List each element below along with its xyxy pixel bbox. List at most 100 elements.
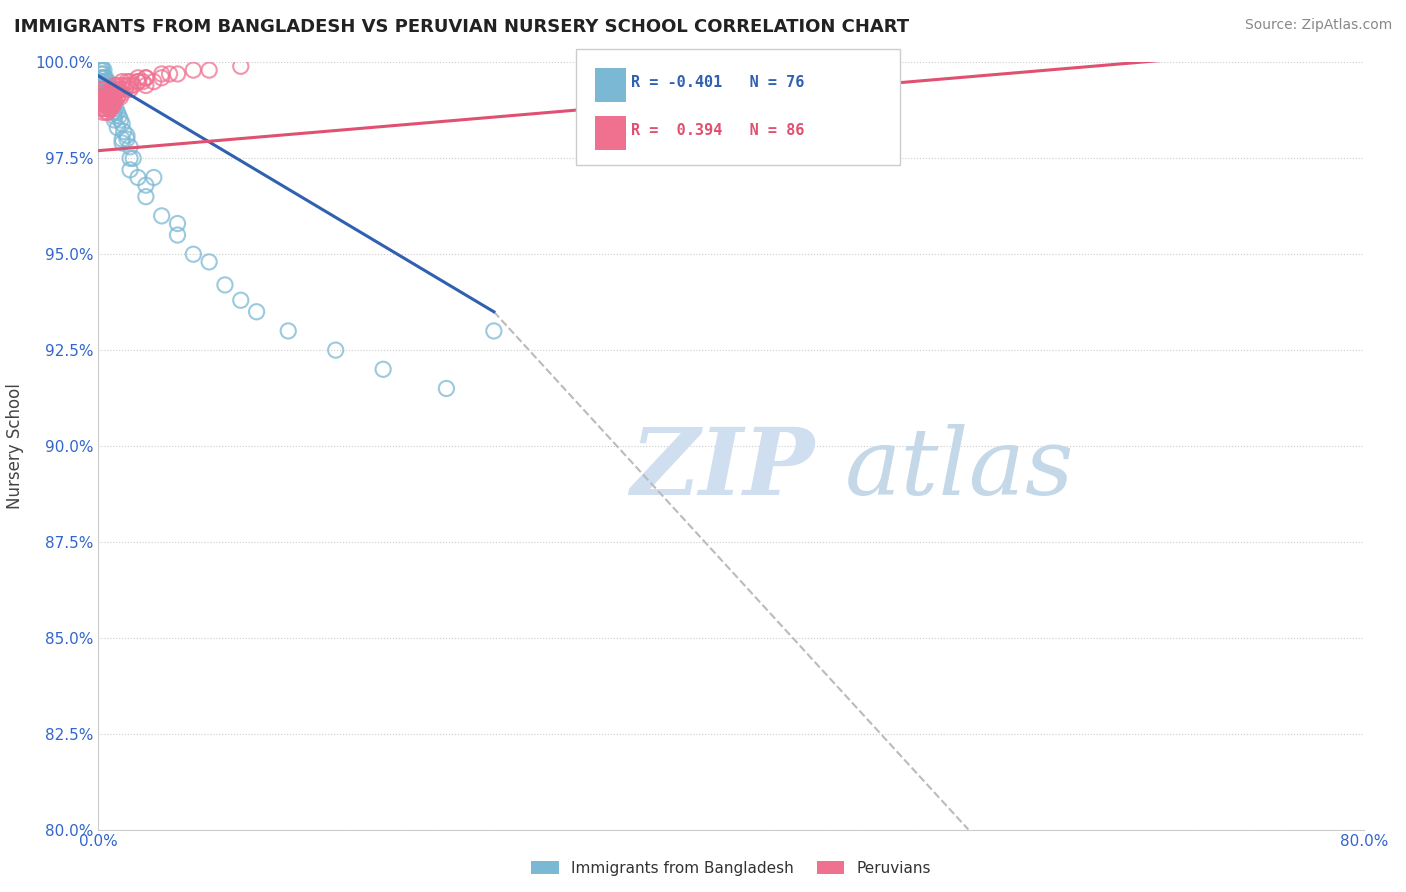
Text: Source: ZipAtlas.com: Source: ZipAtlas.com [1244, 18, 1392, 32]
Point [96, 90, 118, 104]
Point [96, 82, 118, 96]
Point [93, 74, 117, 88]
Point [96, 86, 118, 100]
Point [799, 55, 821, 70]
Point [110, 90, 132, 104]
Point [98, 90, 121, 104]
Point [97, 105, 120, 120]
Point [150, 67, 173, 81]
Point [135, 70, 157, 85]
Point [107, 78, 129, 93]
Point [142, 74, 165, 88]
Point [93, 78, 117, 93]
Text: IMMIGRANTS FROM BANGLADESH VS PERUVIAN NURSERY SCHOOL CORRELATION CHART: IMMIGRANTS FROM BANGLADESH VS PERUVIAN N… [14, 18, 910, 36]
Point [103, 94, 125, 108]
Point [90, 70, 112, 85]
Point [98, 78, 121, 93]
Point [101, 90, 124, 104]
Point [93, 97, 117, 112]
Y-axis label: Nursery School: Nursery School [7, 383, 24, 509]
Point [97, 90, 120, 104]
Point [159, 67, 181, 81]
Legend: Immigrants from Bangladesh, Peruvians: Immigrants from Bangladesh, Peruvians [531, 861, 931, 876]
Point [93, 82, 117, 96]
Point [97, 102, 120, 116]
Point [107, 90, 129, 104]
Point [98, 97, 121, 112]
Point [246, 304, 269, 318]
Point [93, 94, 117, 108]
Point [97, 90, 120, 104]
Point [101, 94, 124, 108]
Point [91, 67, 114, 81]
Point [150, 70, 173, 85]
Point [103, 109, 125, 123]
Point [89, 63, 111, 78]
Point [104, 86, 127, 100]
Point [91, 102, 114, 116]
Point [325, 343, 347, 357]
Point [107, 90, 129, 104]
Point [122, 78, 145, 93]
Point [103, 86, 125, 100]
Point [98, 94, 121, 108]
Point [111, 136, 134, 150]
Point [436, 381, 458, 395]
Point [94, 94, 117, 108]
Point [166, 217, 188, 231]
Point [96, 90, 118, 104]
Point [183, 63, 205, 78]
Point [93, 94, 117, 108]
Point [96, 78, 118, 93]
Point [91, 86, 114, 100]
Point [91, 78, 114, 93]
Point [97, 74, 120, 88]
Point [110, 112, 132, 127]
Point [96, 74, 118, 88]
Text: atlas: atlas [845, 424, 1074, 514]
Point [98, 86, 121, 100]
Point [111, 78, 134, 93]
Point [101, 105, 124, 120]
Point [108, 109, 131, 123]
Point [135, 70, 157, 85]
Point [97, 102, 120, 116]
Point [115, 128, 138, 143]
Point [98, 90, 121, 104]
Point [100, 82, 122, 96]
Point [112, 124, 135, 138]
Point [91, 63, 114, 78]
Point [115, 132, 138, 146]
Point [103, 112, 125, 127]
Point [107, 120, 129, 135]
Point [91, 97, 114, 112]
Point [91, 105, 114, 120]
Point [98, 86, 121, 100]
Point [103, 94, 125, 108]
Point [103, 97, 125, 112]
Point [107, 105, 129, 120]
Point [97, 94, 120, 108]
Point [135, 189, 157, 203]
Point [120, 151, 141, 165]
Text: R =  0.394   N = 86: R = 0.394 N = 86 [631, 123, 804, 138]
Point [111, 86, 134, 100]
Point [277, 324, 299, 338]
Point [103, 94, 125, 108]
Point [100, 97, 122, 112]
Point [96, 105, 118, 120]
Point [97, 82, 120, 96]
Point [127, 74, 149, 88]
Point [93, 94, 115, 108]
Point [103, 82, 125, 96]
Point [108, 82, 131, 96]
Point [93, 82, 117, 96]
Point [90, 67, 112, 81]
Point [96, 97, 118, 112]
Point [150, 209, 173, 223]
Point [103, 105, 125, 120]
Point [127, 170, 149, 185]
Point [229, 59, 252, 73]
Point [93, 102, 115, 116]
Point [93, 70, 115, 85]
